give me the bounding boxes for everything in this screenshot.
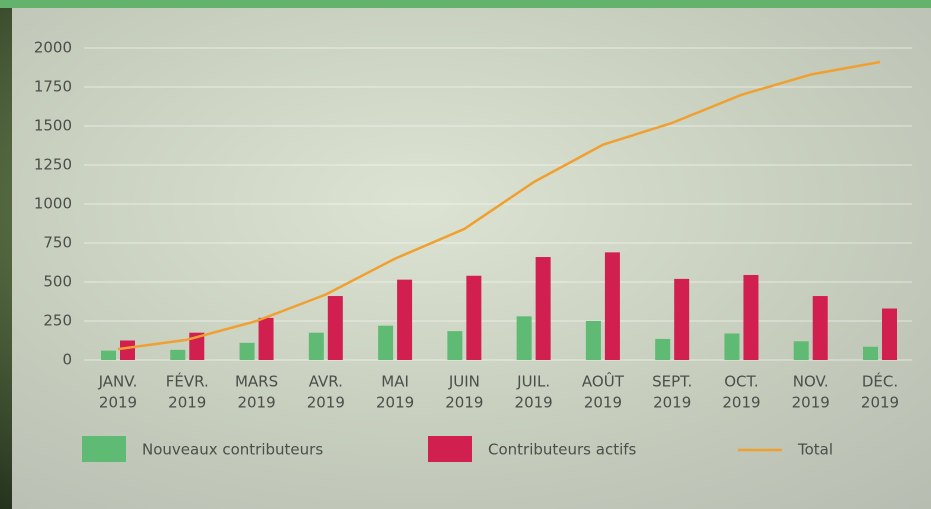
x-tick-label: DÉC.	[862, 372, 898, 391]
x-tick-label: AOÛT	[582, 372, 625, 391]
x-tick-label: MAI	[381, 373, 409, 391]
x-tick-label: 2019	[861, 394, 899, 412]
x-tick-label: JUIN	[448, 373, 480, 391]
y-tick-label: 750	[43, 234, 72, 252]
bar	[813, 296, 828, 360]
x-tick-label: 2019	[99, 394, 137, 412]
bar	[882, 309, 897, 360]
y-tick-label: 1250	[34, 156, 72, 174]
x-tick-label: OCT.	[724, 373, 758, 391]
legend-swatch	[82, 436, 126, 462]
legend-label: Contributeurs actifs	[488, 441, 637, 459]
y-tick-label: 1500	[34, 117, 72, 135]
bar	[863, 347, 878, 360]
x-tick-label: JUIL.	[516, 373, 550, 391]
y-tick-label: 250	[43, 312, 72, 330]
bar	[101, 351, 116, 360]
x-tick-label: 2019	[307, 394, 345, 412]
x-tick-label: JANV.	[98, 373, 138, 391]
bar	[466, 276, 481, 360]
bar	[447, 331, 462, 360]
bar	[517, 316, 532, 360]
top-band	[0, 0, 931, 8]
x-tick-label: SEPT.	[652, 373, 692, 391]
bar	[674, 279, 689, 360]
x-tick-label: MARS	[235, 373, 278, 391]
x-tick-label: AVR.	[309, 373, 343, 391]
y-tick-label: 1750	[34, 78, 72, 96]
x-tick-label: NOV.	[793, 373, 829, 391]
bar	[586, 321, 601, 360]
x-tick-label: 2019	[515, 394, 553, 412]
bar	[120, 341, 135, 361]
x-tick-label: 2019	[722, 394, 760, 412]
legend-swatch	[428, 436, 472, 462]
bar	[655, 339, 670, 360]
bar	[743, 275, 758, 360]
y-tick-label: 2000	[34, 39, 72, 57]
x-tick-label: 2019	[792, 394, 830, 412]
bar	[605, 252, 620, 360]
x-tick-label: 2019	[584, 394, 622, 412]
y-tick-label: 1000	[34, 195, 72, 213]
x-tick-label: 2019	[376, 394, 414, 412]
bar	[170, 350, 185, 360]
plot-overlay	[12, 8, 931, 509]
bar	[240, 343, 255, 360]
x-tick-label: 2019	[168, 394, 206, 412]
bar	[378, 326, 393, 360]
legend-label: Nouveaux contributeurs	[142, 441, 323, 459]
bar	[794, 341, 809, 360]
bar	[724, 333, 739, 360]
bar	[397, 280, 412, 360]
y-tick-label: 500	[43, 273, 72, 291]
bar	[309, 333, 324, 360]
bar	[259, 318, 274, 360]
x-tick-label: 2019	[237, 394, 275, 412]
bar	[328, 296, 343, 360]
x-tick-label: FÉVR.	[166, 372, 209, 391]
chart: 0 250 500 750 1000 1250 1500 1750 2000 JANV. 2019 F…	[0, 0, 931, 509]
x-tick-label: 2019	[653, 394, 691, 412]
legend-label: Total	[797, 441, 833, 459]
bar	[536, 257, 551, 360]
x-tick-label: 2019	[445, 394, 483, 412]
y-tick-label: 0	[62, 351, 72, 369]
